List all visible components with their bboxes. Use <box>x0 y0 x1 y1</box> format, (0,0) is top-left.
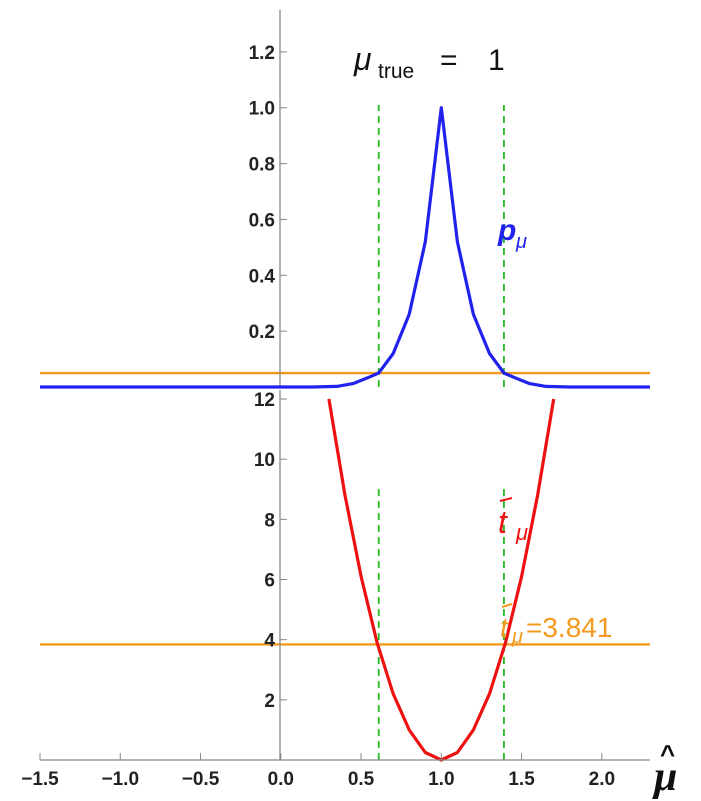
threshold-label: t μ =3.841 <box>500 603 612 648</box>
top-y-tick-label-3: 0.8 <box>249 155 275 176</box>
t-mu-label-main: t <box>498 504 508 540</box>
bottom-x-tick-label-0: −1.5 <box>21 769 59 790</box>
title-symbol: μ <box>353 41 372 77</box>
x-axis-label: μ ^ <box>652 739 677 800</box>
threshold-label-value: =3.841 <box>526 612 612 643</box>
x-axis-label-hat: ^ <box>660 739 675 769</box>
bottom-x-tick-label-7: 2.0 <box>589 769 615 790</box>
threshold-tilde-mark <box>501 603 513 608</box>
top-y-tick-label-1: 0.4 <box>249 266 276 287</box>
top-y-tick-label-2: 0.6 <box>249 210 275 231</box>
bottom-y-tick-label-5: 12 <box>254 390 275 411</box>
bottom-y-tick-label-0: 2 <box>264 691 275 712</box>
bottom-x-tick-label-4: 0.5 <box>348 769 375 790</box>
threshold-label-sub: μ <box>511 626 523 648</box>
bottom-series-label: t μ <box>498 497 528 545</box>
bottom-x-tick-label-2: −0.5 <box>182 769 220 790</box>
title-equals: = <box>440 44 458 77</box>
bottom-y-tick-label-1: 4 <box>264 631 275 652</box>
top-y-tick-label-0: 0.2 <box>249 322 275 343</box>
t-mu-tilde-mark <box>499 497 513 502</box>
bottom-x-tick-label-6: 1.5 <box>508 769 535 790</box>
top-y-tick-label-4: 1.0 <box>249 99 275 120</box>
bottom-y-tick-label-4: 10 <box>254 450 275 471</box>
x-axis-label-mu: μ <box>652 754 677 800</box>
bottom-y-tick-label-3: 8 <box>264 510 275 531</box>
top-series-line-0 <box>40 106 650 389</box>
bottom-x-tick-label-1: −1.0 <box>102 769 140 790</box>
threshold-label-main: t <box>500 612 509 643</box>
title-value: 1 <box>488 44 505 77</box>
bottom-panel-test-statistic: 2 4 6 8 10 12 −1.5 −1.0 −0.5 0.0 0.5 1.0 1.5 2.0 <box>21 390 650 790</box>
p-mu-label-sub: μ <box>515 231 527 253</box>
bottom-x-tick-label-3: 0.0 <box>268 769 294 790</box>
top-y-tick-label-5: 1.2 <box>249 43 275 64</box>
top-panel-p-value: 0.2 0.4 0.6 0.8 1.0 1.2 <box>40 10 650 389</box>
title-subscript: true <box>378 60 414 83</box>
bottom-x-tick-label-5: 1.0 <box>428 769 454 790</box>
chart-title: μ true = 1 <box>353 41 505 83</box>
t-mu-label-sub: μ <box>515 520 528 545</box>
bottom-y-tick-label-2: 6 <box>264 571 275 592</box>
bottom-series-line-0 <box>327 398 556 762</box>
top-series-label: p μ <box>497 214 527 253</box>
p-mu-label-main: p <box>497 214 516 247</box>
